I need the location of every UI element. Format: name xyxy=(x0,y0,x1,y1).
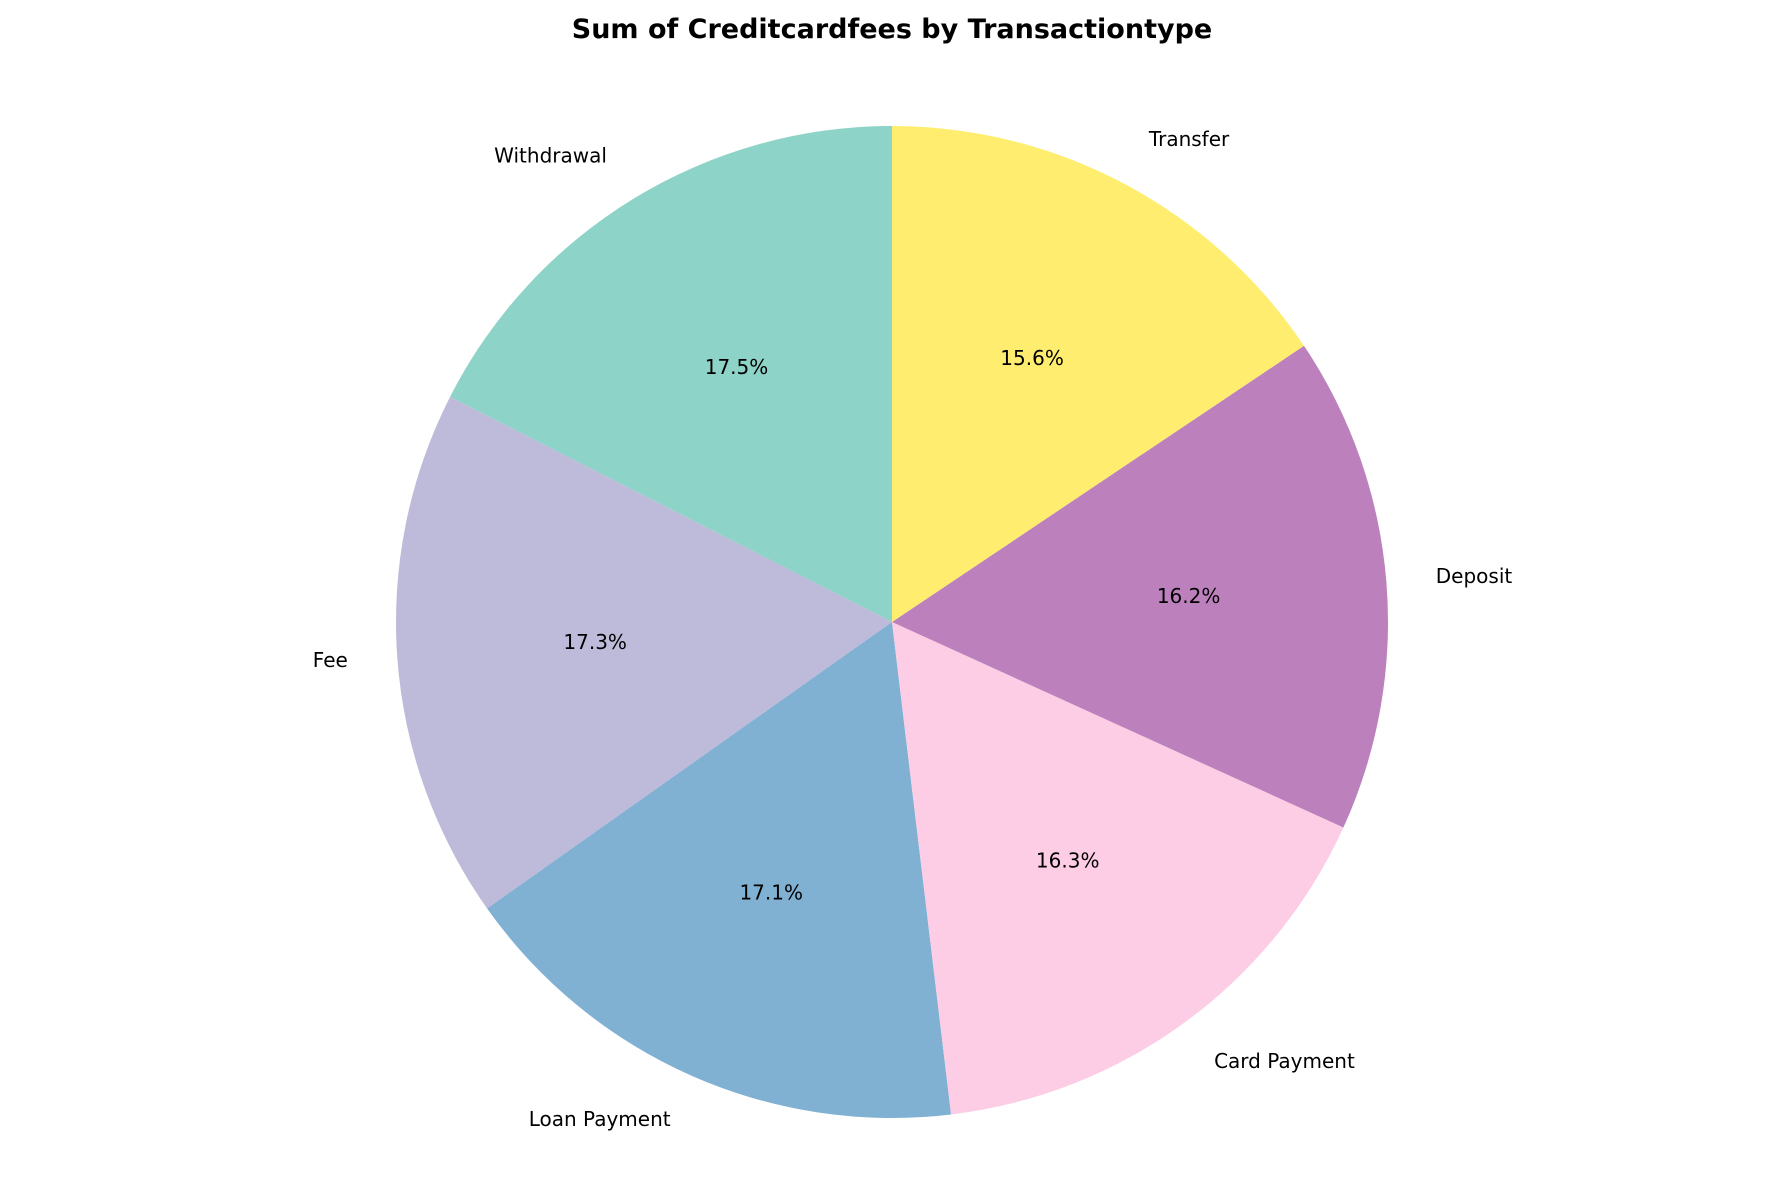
slice-percent-withdrawal: 17.5% xyxy=(705,355,769,379)
chart-title: Sum of Creditcardfees by Transactiontype xyxy=(572,14,1212,45)
slice-percent-card-payment: 16.3% xyxy=(1036,849,1100,873)
slice-percent-deposit: 16.2% xyxy=(1157,584,1221,608)
pie-slice-withdrawal xyxy=(450,126,892,622)
slice-label-deposit: Deposit xyxy=(1436,564,1513,588)
slice-percentages: 17.5% 17.3% 17.1% 16.3% 16.2% 15.6% xyxy=(563,346,1220,905)
slice-label-withdrawal: Withdrawal xyxy=(494,143,607,167)
slice-labels: Withdrawal Fee Loan Payment Card Payment Dep… xyxy=(313,127,1513,1131)
pie-slice-fee xyxy=(395,396,892,909)
pie-slice-card-payment xyxy=(892,622,1344,1115)
slice-percent-loan-payment: 17.1% xyxy=(739,880,803,904)
slice-percent-transfer: 15.6% xyxy=(1000,346,1064,370)
pie-slices xyxy=(395,126,1388,1118)
slice-label-fee: Fee xyxy=(313,648,348,672)
slice-label-card-payment: Card Payment xyxy=(1214,1049,1355,1073)
slice-label-transfer: Transfer xyxy=(1148,127,1230,151)
slice-percent-fee: 17.3% xyxy=(563,630,627,654)
slice-label-loan-payment: Loan Payment xyxy=(529,1107,671,1131)
pie-slice-transfer xyxy=(892,126,1304,622)
pie-slice-loan-payment xyxy=(487,622,952,1118)
pie-slice-deposit xyxy=(892,345,1388,828)
